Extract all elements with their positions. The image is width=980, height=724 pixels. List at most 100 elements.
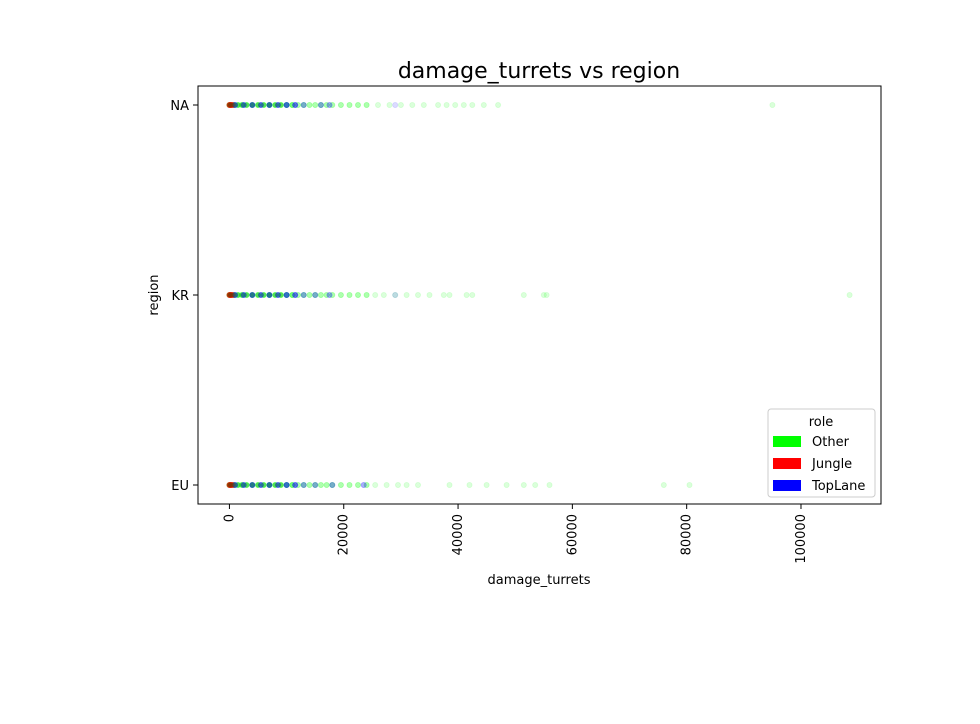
legend-label-toplane: TopLane <box>811 479 865 494</box>
legend-swatch-toplane <box>773 480 801 491</box>
point-dense-toplane <box>267 102 272 108</box>
point-other-na <box>363 102 370 109</box>
point-dense-other <box>244 292 249 298</box>
point-dense-other <box>228 292 234 298</box>
point-dense-jungle <box>228 482 233 488</box>
point-other-eu <box>306 481 313 488</box>
point-other-eu <box>317 481 324 488</box>
point-dense-jungle <box>230 292 236 298</box>
point-toplane-eu <box>266 481 273 488</box>
point-other-eu <box>466 481 473 488</box>
point-dense-jungle <box>230 102 236 108</box>
point-other-eu <box>346 481 353 488</box>
point-other-eu <box>354 481 361 488</box>
point-dense-other <box>273 482 278 488</box>
point-toplane-eu <box>360 481 367 488</box>
point-toplane-na <box>292 102 299 109</box>
point-toplane-eu <box>283 481 290 488</box>
point-other-kr <box>323 291 330 298</box>
point-toplane-na <box>326 102 333 109</box>
point-dense-toplane <box>258 292 264 298</box>
chart-title: damage_turrets vs region <box>398 59 680 84</box>
y-axis-label: region <box>147 274 162 315</box>
point-dense-toplane <box>267 482 272 488</box>
y-axis: EU KR NA <box>170 99 198 494</box>
legend-box <box>767 408 876 498</box>
point-other-eu <box>329 481 336 488</box>
point-dense-other <box>250 102 255 108</box>
point-dense-other <box>261 102 266 108</box>
point-dense-other <box>239 482 245 488</box>
point-dense-other <box>255 102 261 108</box>
point-dense-other <box>227 482 232 488</box>
point-other-kr <box>372 291 379 298</box>
point-dense-other <box>231 102 237 108</box>
point-dense-toplane <box>241 292 246 298</box>
x-tick-label: 0 <box>222 514 237 522</box>
point-other-na <box>452 102 459 109</box>
point-dense-other <box>235 292 241 298</box>
x-tick-label: 100000 <box>794 514 809 564</box>
point-other-kr <box>440 291 447 298</box>
legend-title: role <box>809 415 834 430</box>
point-toplane-na <box>300 102 307 109</box>
point-dense-other <box>244 482 249 488</box>
point-dense-other <box>227 102 232 108</box>
point-dense-other <box>273 102 278 108</box>
point-dense-toplane <box>250 102 255 108</box>
point-dense-toplane <box>250 292 255 298</box>
point-dense-jungle <box>227 102 233 108</box>
point-other-eu <box>394 481 401 488</box>
point-other-kr <box>392 291 399 298</box>
legend-label-other: Other <box>812 435 850 450</box>
point-other-eu <box>546 481 553 488</box>
point-other-na <box>397 102 404 109</box>
point-toplane-eu <box>292 481 299 488</box>
legend-swatch-other <box>773 436 801 447</box>
point-dense-other <box>267 102 272 108</box>
point-other-kr <box>306 291 313 298</box>
point-dense-other <box>239 102 245 108</box>
point-dense-jungle <box>229 292 234 298</box>
point-dense-jungle <box>230 482 236 488</box>
point-toplane-na <box>257 102 264 109</box>
legend-label-jungle: Jungle <box>811 457 852 472</box>
point-other-na <box>346 102 353 109</box>
point-other-eu <box>363 481 370 488</box>
points-layer <box>226 102 853 488</box>
point-dense-other <box>235 102 241 108</box>
point-dense-jungle <box>227 292 232 298</box>
point-other-na <box>354 102 361 109</box>
point-toplane-na <box>283 102 290 109</box>
x-tick-label: 40000 <box>451 514 466 555</box>
point-dense-other <box>228 102 234 108</box>
point-other-na <box>769 102 776 109</box>
point-dense-toplane <box>258 482 264 488</box>
point-other-na <box>317 102 324 109</box>
point-other-eu <box>532 481 539 488</box>
point-dense-toplane <box>275 482 281 488</box>
point-dense-toplane <box>233 102 238 108</box>
point-other-eu <box>300 481 307 488</box>
point-other-kr <box>469 291 476 298</box>
point-dense-other <box>228 482 234 488</box>
point-other-kr <box>300 291 307 298</box>
point-dense-toplane <box>241 102 246 108</box>
legend: role Other Jungle TopLane <box>767 408 876 498</box>
point-toplane-kr <box>240 291 247 298</box>
point-toplane-eu <box>329 481 336 488</box>
point-dense-other <box>278 292 284 298</box>
point-dense-other <box>235 482 241 488</box>
legend-swatch-jungle <box>773 458 801 469</box>
point-other-na <box>460 102 467 109</box>
point-toplane-eu <box>312 481 319 488</box>
point-other-kr <box>543 291 550 298</box>
point-other-eu <box>446 481 453 488</box>
point-other-kr <box>446 291 453 298</box>
point-toplane-kr <box>232 291 239 298</box>
point-other-eu <box>383 481 390 488</box>
point-dense-other <box>267 482 272 488</box>
point-other-kr <box>354 291 361 298</box>
point-other-eu <box>483 481 490 488</box>
point-toplane-kr <box>257 291 264 298</box>
